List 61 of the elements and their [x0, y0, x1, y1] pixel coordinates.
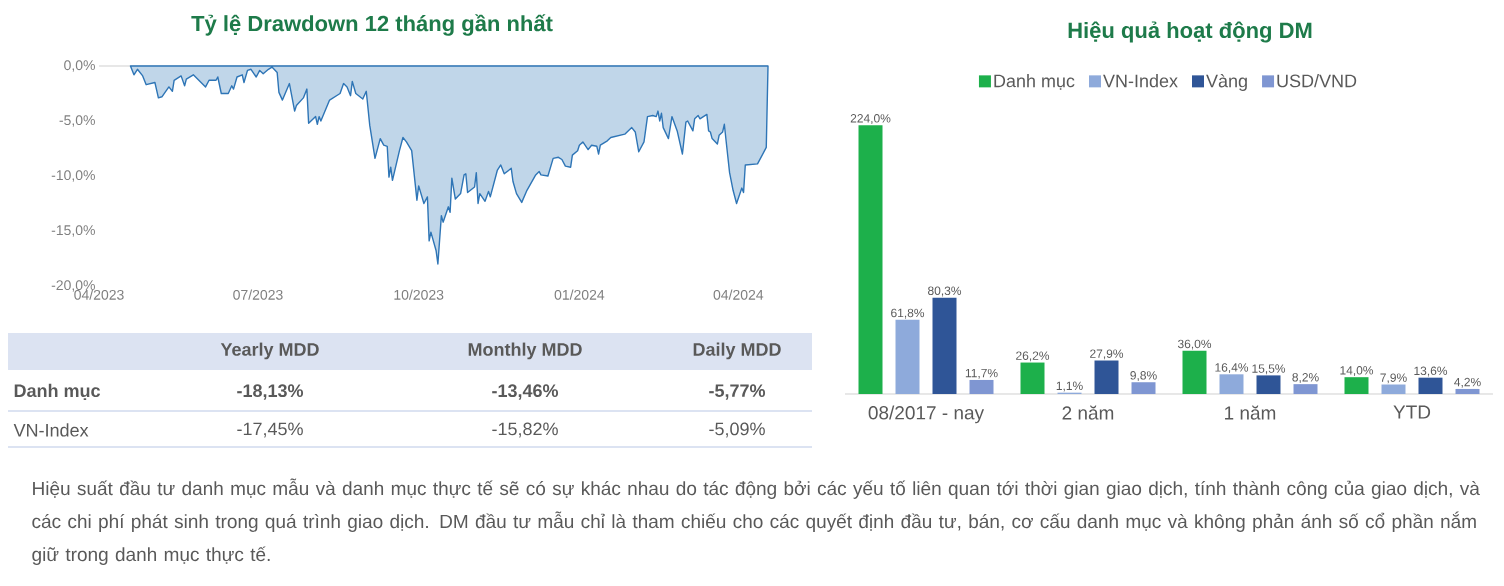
x-tick-label: 07/2023: [233, 289, 283, 300]
bar: [1455, 388, 1480, 394]
bar: [1381, 384, 1406, 394]
chart-title: Hiệu quả hoạt động DM: [1068, 21, 1312, 43]
bar: [969, 379, 994, 394]
bar: [1020, 362, 1045, 394]
legend-label: Danh mục: [994, 74, 1075, 90]
data-label: 16,4%: [1215, 363, 1249, 374]
x-tick-label: 08/2017 - nay: [868, 405, 985, 424]
bar: [858, 125, 883, 394]
bar: [1131, 382, 1156, 394]
text: -5,09%: [709, 422, 765, 438]
data-label: 80,3%: [928, 286, 962, 297]
y-tick-label: -10,0%: [51, 170, 95, 182]
legend-label: USD/VND: [1277, 74, 1357, 88]
data-label: 8,2%: [1292, 373, 1319, 383]
data-label: 15,5%: [1252, 364, 1286, 375]
data-label: 224,0%: [850, 114, 891, 124]
bar: [1182, 350, 1207, 394]
bar: [1094, 360, 1119, 394]
legend-label: Vàng: [1206, 73, 1247, 91]
data-label: 4,2%: [1454, 377, 1481, 388]
data-label: 9,8%: [1130, 371, 1157, 382]
bar: [1344, 377, 1369, 394]
bar: [932, 297, 957, 394]
text: -5,77%: [709, 384, 766, 400]
x-tick-label: YTD: [1393, 405, 1431, 419]
bar: [1418, 377, 1443, 394]
text: -15,82%: [492, 422, 558, 438]
text: Hiệu suất đầu tư danh mục mẫu và danh mục thực tế sẽ có sự khác nhau do tác động bởi các yếu tố liên quan tới thời gian giao dịch, tính thành công của giao dịch, và các chi phí phát sinh trong quá trình giao dịch. DM đầu tư mẫu chỉ là tham chiếu cho các quyết định đầu tư, bán, cơ cấu danh mục và không phản ánh số cổ phần nắm giữ trong danh mục thực tế.: [32, 478, 1480, 565]
x-tick-label: 10/2023: [394, 289, 444, 300]
x-tick-label: 2 năm: [1062, 405, 1114, 420]
chart-title: Tỷ lệ Drawdown 12 tháng gần nhất: [191, 14, 553, 36]
x-tick-label: 01/2024: [554, 289, 605, 300]
bar: [895, 319, 920, 394]
x-tick-label: 04/2024: [713, 289, 764, 300]
legend-label: VN-Index: [1103, 74, 1178, 88]
text: -18,13%: [237, 384, 304, 400]
category-label: Daily MDD: [693, 342, 781, 360]
text: -13,46%: [492, 384, 559, 400]
data-label: 61,8%: [891, 308, 925, 319]
data-label: 26,2%: [1016, 351, 1050, 362]
text: -17,45%: [237, 422, 303, 438]
data-label: 11,7%: [965, 368, 998, 379]
bar: [1293, 384, 1318, 394]
bar: [1219, 374, 1244, 394]
data-label: 13,6%: [1414, 366, 1448, 377]
x-tick-label: 1 năm: [1225, 405, 1276, 420]
y-tick-label: 0,0%: [64, 60, 95, 72]
data-label: 7,9%: [1380, 373, 1407, 384]
category-label: Monthly MDD: [468, 342, 582, 360]
data-label: 27,9%: [1090, 349, 1124, 360]
data-label: 1,1%: [1056, 381, 1083, 392]
category-label: Yearly MDD: [220, 342, 319, 360]
y-tick-label: -5,0%: [59, 115, 95, 127]
category-label: Danh mục: [14, 383, 101, 401]
data-label: 36,0%: [1177, 339, 1212, 350]
category-label: VN-Index: [13, 423, 89, 437]
data-label: 14,0%: [1340, 366, 1374, 376]
bar: [1256, 375, 1281, 394]
y-tick-label: -15,0%: [51, 225, 95, 237]
